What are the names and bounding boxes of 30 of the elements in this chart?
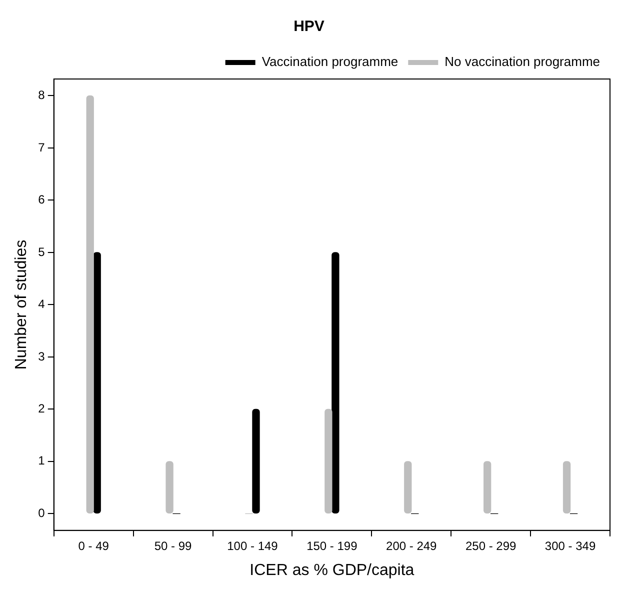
- bar: [484, 461, 492, 514]
- y-tick-label: 8: [38, 88, 46, 102]
- y-tick-label: 2: [38, 402, 46, 416]
- y-tick-label: 4: [38, 297, 46, 312]
- bar: [93, 252, 101, 514]
- bar: [86, 95, 94, 514]
- legend-label: Vaccination programme: [262, 54, 398, 70]
- x-axis-title: ICER as % GDP/capita: [250, 562, 414, 579]
- chart-title: HPV: [294, 18, 324, 36]
- y-tick-label: 5: [38, 244, 46, 259]
- y-tick-label: 6: [38, 192, 46, 207]
- bar: [324, 408, 332, 514]
- x-tick-label: 100 - 149: [227, 538, 278, 553]
- x-tick-label: 0 - 49: [78, 538, 110, 553]
- x-tick-label: 150 - 199: [306, 538, 358, 553]
- y-tick-label: 0: [38, 506, 46, 520]
- bar: [252, 408, 260, 514]
- x-tick-label: 50 - 99: [154, 538, 192, 553]
- y-tick-label: 7: [38, 140, 46, 154]
- x-tick-label: 250 - 299: [465, 538, 517, 553]
- legend-label: No vaccination programme: [444, 54, 600, 70]
- y-axis-title: Number of studies: [13, 240, 30, 370]
- y-tick-label: 1: [38, 454, 46, 468]
- y-tick-label: 3: [38, 349, 46, 364]
- bar: [166, 461, 174, 514]
- x-tick-label: 300 - 349: [544, 538, 596, 553]
- bar: [332, 252, 340, 514]
- x-tick-label: 200 - 249: [386, 538, 438, 553]
- bar: [562, 461, 571, 514]
- bar: [404, 461, 412, 514]
